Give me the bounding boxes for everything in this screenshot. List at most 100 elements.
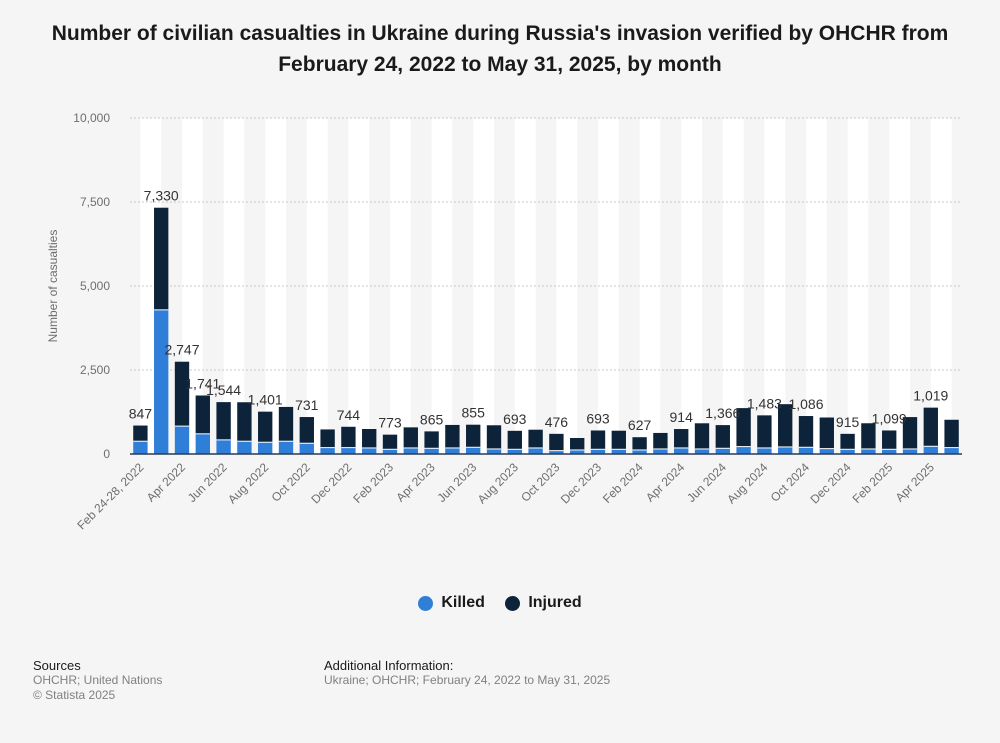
legend-item-killed[interactable]: Killed [418,594,485,612]
bar-injured[interactable] [362,429,377,448]
bar-killed[interactable] [507,449,522,454]
bar-injured[interactable] [174,361,190,427]
bar-injured[interactable] [736,408,751,447]
bar-injured[interactable] [341,426,356,448]
bar-killed[interactable] [154,309,169,454]
bar-injured[interactable] [778,404,793,447]
bar-injured[interactable] [757,415,772,448]
bar-injured[interactable] [590,430,606,450]
bar-killed[interactable] [798,447,814,454]
bar-killed[interactable] [861,448,876,454]
bar-injured[interactable] [632,437,647,450]
bar-killed[interactable] [528,447,543,454]
bar-injured[interactable] [611,430,626,450]
y-tick-label: 2,500 [80,363,110,377]
bar-killed[interactable] [570,449,585,454]
bar-killed[interactable] [195,433,210,454]
bar-injured[interactable] [278,406,294,442]
bar-injured[interactable] [424,431,439,449]
stacked-bar-chart: 0 2,500 5,000 7,500 10,000 847 7,330 2,747 1,74… [46,111,962,532]
bar-killed[interactable] [757,447,772,454]
bar-killed[interactable] [403,447,418,454]
data-label: 847 [129,406,153,422]
additional-info-text: Ukraine; OHCHR; February 24, 2022 to May… [324,673,611,687]
bar-killed[interactable] [819,448,834,454]
x-tick-label: Apr 2022 [144,460,189,505]
bar-injured[interactable] [694,423,710,449]
bar-killed[interactable] [237,441,252,454]
bar-killed[interactable] [486,448,502,454]
data-label: 1,099 [872,410,907,426]
data-label: 2,747 [164,342,199,358]
bar-injured[interactable] [798,416,814,448]
bar-injured[interactable] [674,429,689,448]
bar-killed[interactable] [611,449,626,454]
sources-block: Sources OHCHR; United Nations © Statista… [33,658,162,703]
bar-killed[interactable] [778,446,793,454]
x-tick-label: Jun 2022 [185,460,230,505]
x-tick-label: Aug 2022 [225,460,271,506]
sources-title: Sources [33,658,81,673]
bar-killed[interactable] [341,447,356,454]
x-tick-label: Jun 2024 [684,460,729,505]
bar-injured[interactable] [549,433,564,451]
bar-killed[interactable] [466,447,481,454]
bar-killed[interactable] [549,450,564,454]
chart-title: Number of civilian casualties in Ukraine… [51,22,949,76]
bar-killed[interactable] [216,439,231,454]
bar-injured[interactable] [237,402,252,442]
bar-killed[interactable] [944,447,959,454]
bar-injured[interactable] [882,430,897,450]
bar-injured[interactable] [902,417,918,449]
bar-killed[interactable] [632,449,647,454]
bar-killed[interactable] [362,447,377,454]
bar-killed[interactable] [258,442,273,454]
bar-killed[interactable] [278,441,294,454]
bar-killed[interactable] [133,441,148,454]
y-axis-title: Number of casualties [46,230,60,343]
bar-injured[interactable] [403,427,418,448]
bar-injured[interactable] [133,425,148,442]
bar-injured[interactable] [445,424,460,448]
bar-killed[interactable] [882,449,897,454]
bar-killed[interactable] [902,448,918,454]
bar-killed[interactable] [694,448,710,454]
bar-killed[interactable] [320,447,335,454]
bar-injured[interactable] [486,425,502,449]
bar-killed[interactable] [653,448,668,454]
bar-injured[interactable] [154,207,169,310]
background-band [514,118,536,454]
data-label: 731 [295,397,319,413]
bar-killed[interactable] [923,446,938,454]
bar-killed[interactable] [424,448,439,454]
bar-injured[interactable] [507,430,522,450]
bar-injured[interactable] [466,424,481,448]
bar-killed[interactable] [299,443,314,454]
bar-injured[interactable] [216,402,231,440]
bar-killed[interactable] [174,426,190,454]
bar-injured[interactable] [840,433,855,450]
bar-killed[interactable] [840,449,855,454]
bar-killed[interactable] [382,449,398,454]
bar-injured[interactable] [944,419,959,448]
bar-injured[interactable] [653,432,668,449]
bar-killed[interactable] [674,447,689,454]
bar-killed[interactable] [445,447,460,454]
bar-killed[interactable] [715,448,730,454]
bar-injured[interactable] [861,423,876,449]
x-tick-label: Feb 2025 [850,460,896,506]
bar-injured[interactable] [923,407,938,447]
bar-injured[interactable] [320,429,335,448]
legend-item-injured[interactable]: Injured [505,594,582,612]
bar-killed[interactable] [736,446,751,454]
bar-injured[interactable] [570,438,585,450]
bar-killed[interactable] [590,449,606,454]
bar-injured[interactable] [258,411,273,443]
bar-injured[interactable] [195,395,210,434]
data-label: 855 [462,405,486,421]
bar-injured[interactable] [299,417,314,444]
bar-injured[interactable] [819,417,834,449]
bar-injured[interactable] [528,429,543,448]
bar-injured[interactable] [715,425,730,449]
bar-injured[interactable] [382,434,398,450]
